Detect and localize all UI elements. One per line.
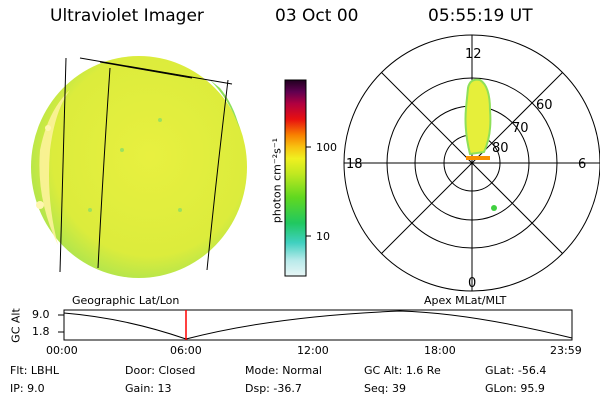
- mlat-label-70: 70: [512, 121, 529, 136]
- info-flt: Flt: LBHL: [10, 364, 59, 377]
- colorbar-tick-100: 100: [316, 141, 337, 154]
- info-glon: GLon: 95.9: [485, 382, 545, 395]
- mlt-label-6: 6: [578, 157, 587, 172]
- altitude-axis-label: GC Alt: [9, 308, 23, 343]
- time-tick: 06:00: [170, 344, 202, 357]
- info-ip: IP: 9.0: [10, 382, 45, 395]
- time-tick: 23:59: [550, 344, 582, 357]
- altitude-plot: [58, 309, 573, 341]
- time-label: 05:55:19 UT: [428, 6, 533, 26]
- aurora-oval: [464, 78, 497, 211]
- info-door: Door: Closed: [125, 364, 196, 377]
- earth-disk-image: [31, 56, 247, 278]
- info-seq: Seq: 39: [364, 382, 406, 395]
- mlt-label-12: 12: [465, 47, 482, 62]
- info-gc-alt: GC Alt: 1.6 Re: [364, 364, 441, 377]
- altitude-tick-top: 9.0: [32, 308, 50, 321]
- time-tick: 12:00: [297, 344, 329, 357]
- polar-plot: [343, 34, 600, 292]
- mlat-label-60: 60: [536, 98, 553, 113]
- time-tick: 18:00: [424, 344, 456, 357]
- info-mode: Mode: Normal: [245, 364, 322, 377]
- mlt-label-18: 18: [346, 157, 363, 172]
- geographic-subtitle: Geographic Lat/Lon: [72, 294, 180, 307]
- info-gain: Gain: 13: [125, 382, 172, 395]
- colorbar-tick-10: 10: [316, 230, 330, 243]
- mlat-label-80: 80: [492, 141, 509, 156]
- app-title: Ultraviolet Imager: [50, 6, 204, 26]
- colorbar-unit-label: photon cm⁻²s⁻¹: [270, 137, 284, 224]
- date-label: 03 Oct 00: [275, 6, 359, 26]
- time-tick: 00:00: [46, 344, 78, 357]
- colorbar: [284, 79, 311, 277]
- info-glat: GLat: -56.4: [485, 364, 547, 377]
- apex-subtitle: Apex MLat/MLT: [424, 294, 507, 307]
- info-dsp: Dsp: -36.7: [245, 382, 302, 395]
- mlt-label-0: 0: [468, 276, 477, 291]
- altitude-tick-bottom: 1.8: [32, 325, 50, 338]
